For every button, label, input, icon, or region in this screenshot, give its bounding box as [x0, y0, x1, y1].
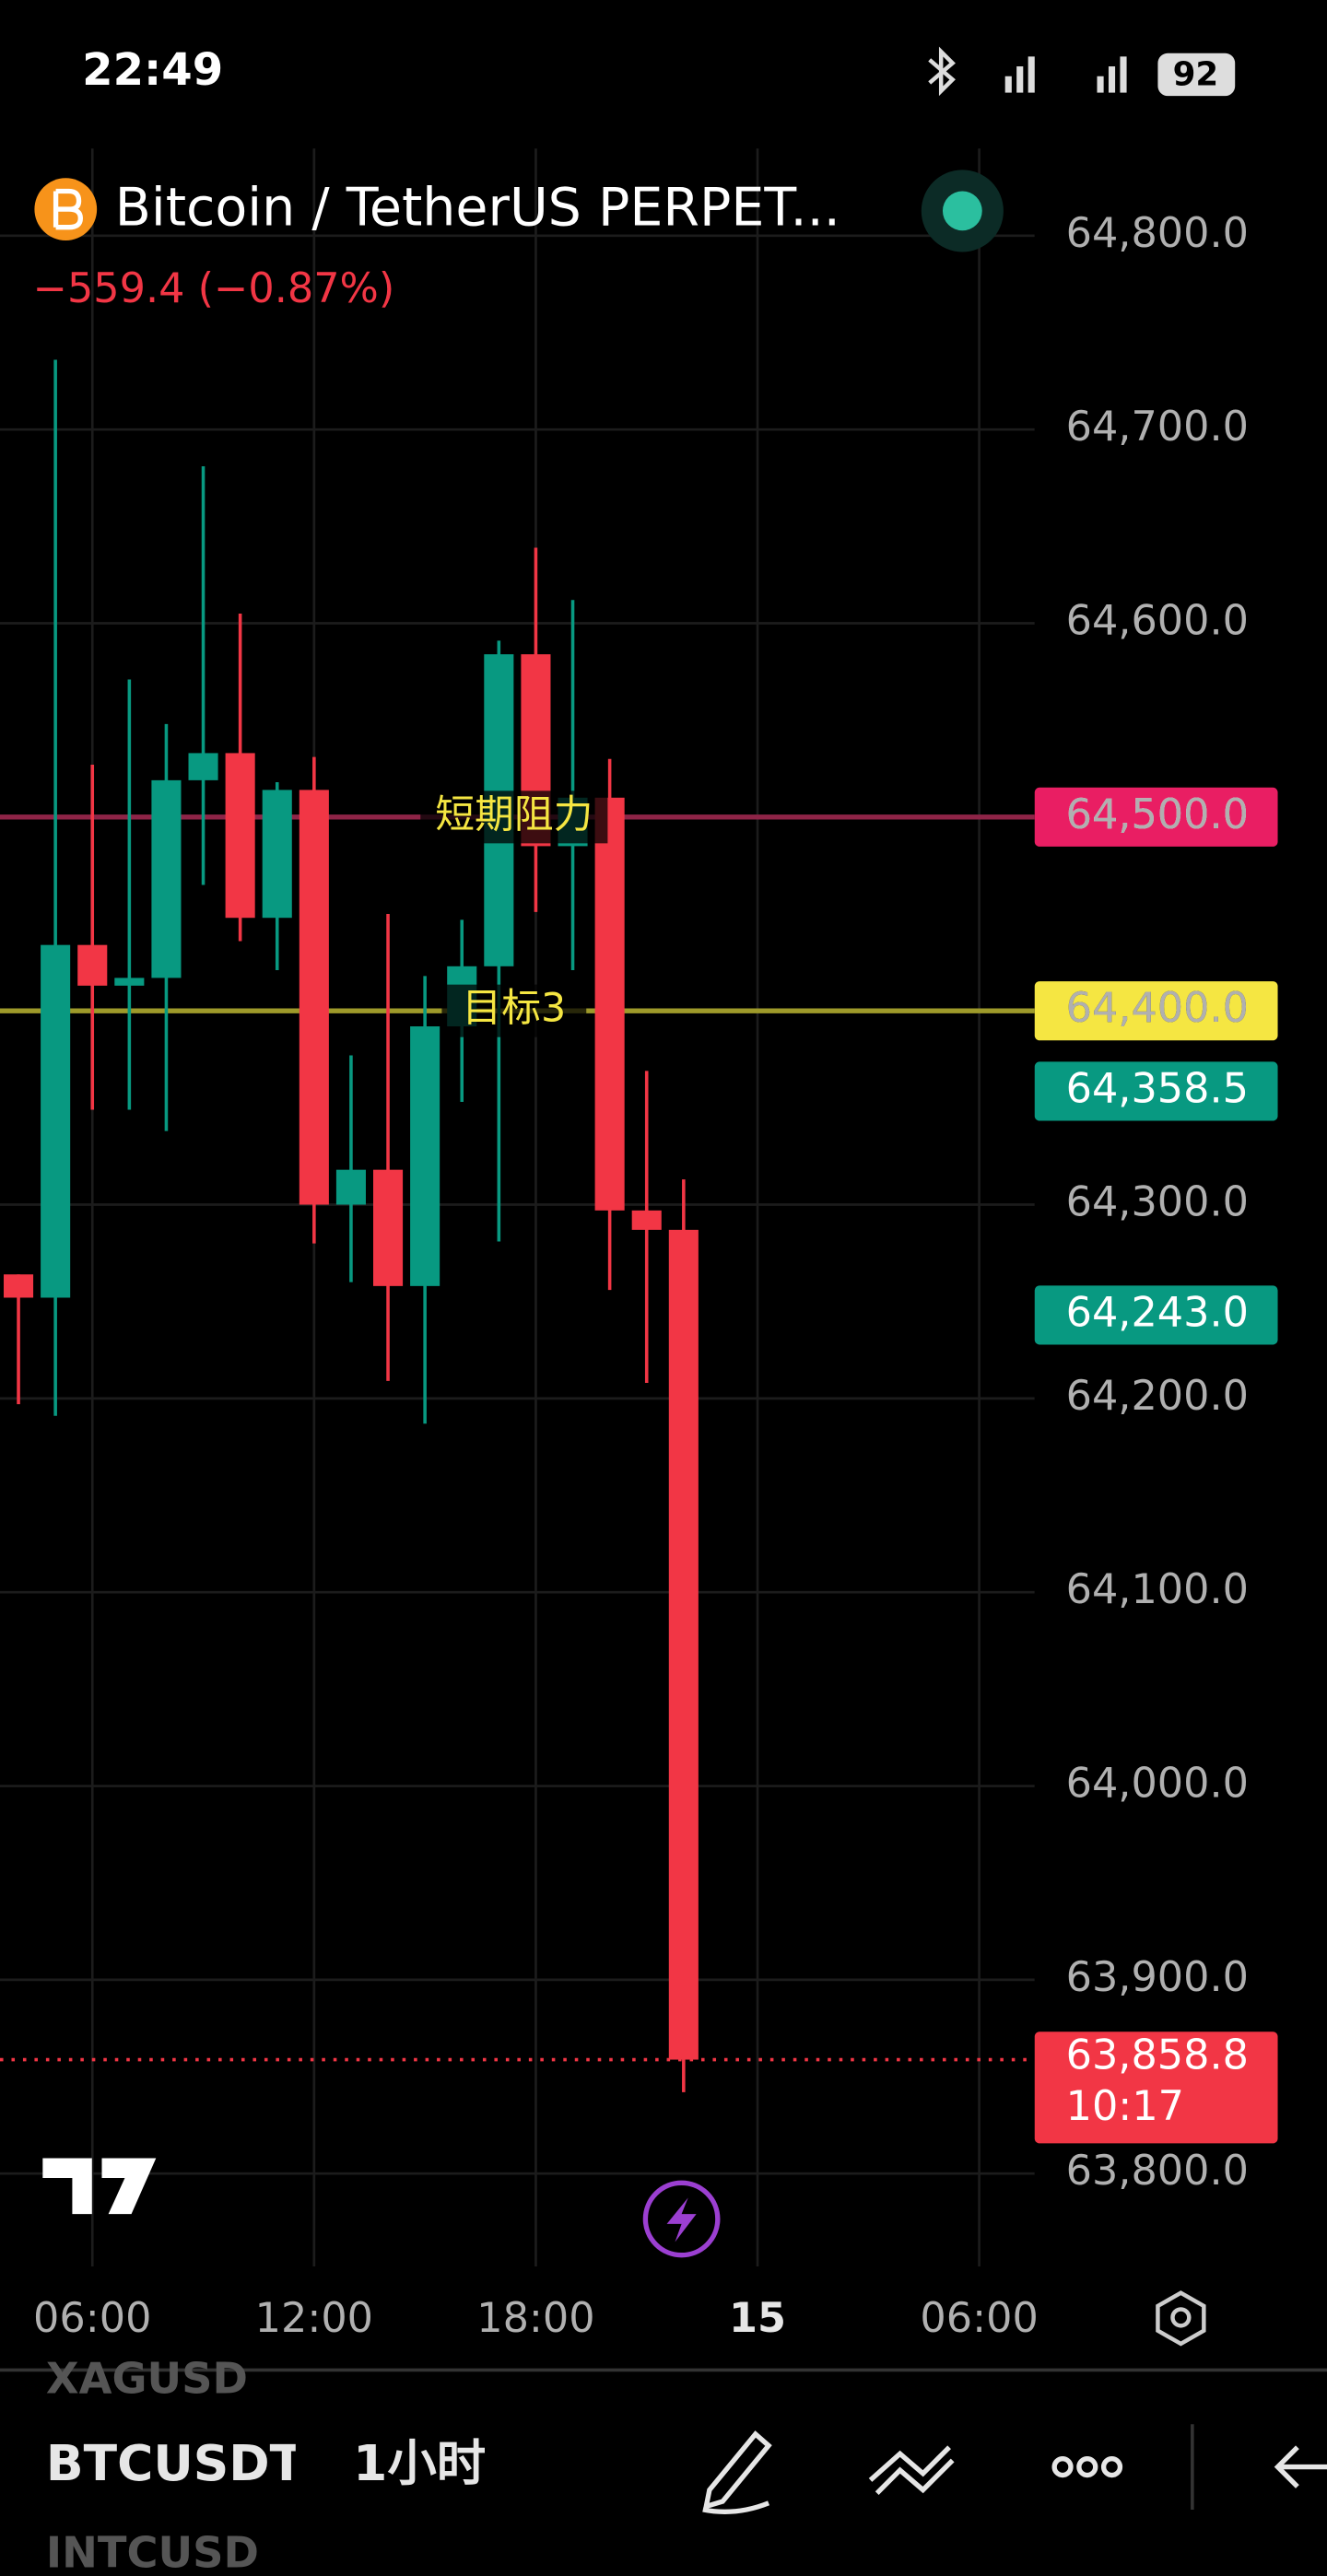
settings-icon — [1170, 2307, 1192, 2328]
candle-body — [114, 978, 145, 986]
price-tag — [1034, 787, 1278, 847]
level-label: 目标3 — [462, 986, 566, 1032]
y-tick-label: 64,300.0 — [1066, 1178, 1249, 1226]
y-tick-label: 64,100.0 — [1066, 1565, 1249, 1613]
symbol[interactable]: BTCUSDT — [46, 2434, 304, 2492]
x-tick-label: 06:00 — [33, 2294, 151, 2342]
candle-body — [4, 1274, 34, 1298]
y-tick-label: 64,800.0 — [1066, 209, 1249, 257]
x-tick-label: 12:00 — [255, 2294, 373, 2342]
candle-body — [410, 1026, 440, 1286]
price-tag-label: 64,243.0 — [1066, 1288, 1249, 1336]
symbol-title: Bitcoin / TetherUS PERPET... — [115, 178, 840, 239]
battery — [1157, 53, 1236, 97]
y-tick-label: 63,800.0 — [1066, 2147, 1249, 2195]
prev-symbol[interactable]: XAGUSD — [46, 2353, 248, 2403]
candle-body — [594, 797, 625, 1211]
candle-body — [41, 944, 71, 1298]
bar-countdown: 10:17 — [1066, 2082, 1184, 2130]
x-tick-label: 18:00 — [476, 2294, 594, 2342]
back-button[interactable] — [1274, 2445, 1327, 2488]
battery-level: 92 — [1173, 56, 1219, 94]
candle-body — [225, 753, 255, 919]
y-tick-label: 64,500.0 — [1066, 790, 1249, 838]
y-tick-label: 64,200.0 — [1066, 1372, 1249, 1420]
candle-body — [77, 944, 108, 986]
candle-body — [668, 1229, 699, 2060]
price-tag — [1034, 1285, 1278, 1345]
overlay: 短期阻力 64,500.0 目标3 64,400.0 64,358.5 64,243.0 6… — [420, 787, 1278, 2144]
price-tag-label: 64,358.5 — [1066, 1064, 1249, 1112]
candle-body — [335, 1169, 366, 1205]
candle-body — [188, 753, 218, 780]
y-tick-label: 63,900.0 — [1066, 1953, 1249, 2001]
candle-body — [299, 790, 329, 1205]
settings-button[interactable] — [1156, 2290, 1206, 2347]
tv-logo-dot — [101, 2158, 122, 2178]
last-price-tag — [1034, 2032, 1278, 2144]
x-tick-label: 06:00 — [920, 2294, 1038, 2342]
tv-logo — [42, 2158, 157, 2215]
next-symbol[interactable]: INTCUSD — [46, 2527, 259, 2576]
status-icons — [928, 46, 1127, 97]
x-tick-label: 15 — [729, 2294, 786, 2342]
status-time: 22:49 — [82, 44, 223, 96]
price-tag — [1034, 1061, 1278, 1121]
candle-body — [631, 1210, 662, 1230]
candle-body — [151, 779, 182, 978]
interval[interactable]: 1小时 — [353, 2434, 486, 2492]
draw-button[interactable] — [702, 2430, 772, 2514]
candle-body — [262, 790, 292, 919]
price-tag-label: 64,500.0 — [1066, 790, 1249, 838]
last-price-label: 63,858.8 — [1066, 2032, 1249, 2079]
price-tag — [1034, 981, 1278, 1041]
y-tick-label: 64,700.0 — [1066, 403, 1249, 451]
y-tick-label: 64,400.0 — [1066, 984, 1249, 1032]
level-label-bg — [441, 984, 587, 1037]
price-change: −559.4 (−0.87%) — [33, 264, 395, 312]
coin-glyph — [53, 188, 84, 230]
price-tag-label: 64,400.0 — [1066, 984, 1249, 1032]
flash-button[interactable] — [642, 2180, 721, 2258]
indicator-button[interactable] — [868, 2445, 955, 2496]
market-status-dot — [942, 191, 982, 231]
more-button[interactable] — [1051, 2456, 1123, 2478]
y-tick-label: 64,600.0 — [1066, 597, 1249, 645]
level-label-bg — [420, 790, 608, 844]
y-tick-label: 64,000.0 — [1066, 1760, 1249, 1808]
level-label: 短期阻力 — [435, 791, 593, 837]
candle-body — [373, 1169, 404, 1286]
flash-icon — [666, 2197, 697, 2242]
